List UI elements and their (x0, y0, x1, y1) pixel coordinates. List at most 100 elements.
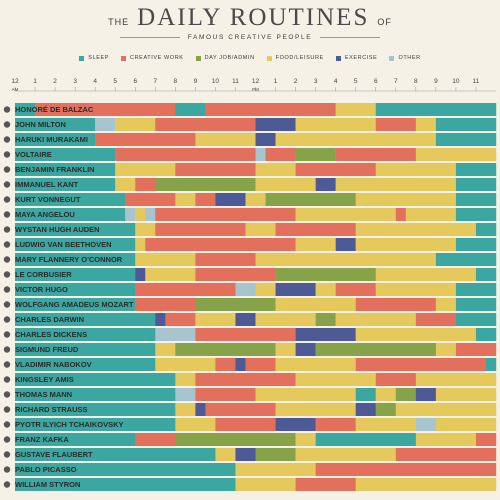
segment-sleep (15, 178, 116, 191)
tick-label: 3 (314, 78, 318, 85)
segment-sleep (15, 478, 236, 491)
tick-label: 8 (414, 78, 418, 85)
segment-sleep (15, 148, 116, 161)
segment-other (415, 418, 437, 431)
tick-label: 10 (452, 78, 460, 85)
segment-sleep (175, 103, 206, 116)
segment-creative (315, 463, 497, 476)
segment-food (175, 418, 216, 431)
segment-creative (375, 118, 417, 131)
segment-food (335, 313, 417, 326)
segment-food (355, 193, 457, 206)
legend-item-food: FOOD/LEISURE (266, 55, 324, 61)
row-info-icon (3, 241, 11, 248)
person-name: CHARLES DARWIN (15, 315, 84, 324)
tick-label: 3 (73, 78, 77, 85)
segment-food (375, 163, 457, 176)
legend-swatch-dayjob (195, 55, 201, 61)
person-name: WILLIAM STYRON (15, 480, 80, 489)
legend-label-sleep: SLEEP (88, 55, 110, 61)
segment-sleep (455, 208, 497, 221)
segment-creative (295, 478, 356, 491)
segment-dayjob (315, 313, 336, 326)
segment-creative (395, 448, 497, 461)
segment-dayjob (175, 433, 296, 446)
row-info-icon (3, 481, 11, 488)
segment-creative (215, 418, 276, 431)
segment-sleep (15, 193, 126, 206)
segment-food (395, 403, 497, 416)
segment-exercise (275, 418, 316, 431)
segment-sleep (15, 118, 96, 131)
person-name: KINGSLEY AMIS (15, 375, 74, 384)
segment-creative (375, 373, 417, 386)
segment-creative (195, 268, 276, 281)
segment-food (355, 238, 457, 251)
segment-food (235, 463, 316, 476)
segment-creative (335, 283, 376, 296)
person-name: MARY FLANNERY O'CONNOR (15, 255, 123, 264)
person-name: VOLTAIRE (15, 150, 52, 159)
legend-label-dayjob: DAY JOB/ADMIN (204, 55, 255, 61)
segment-food (235, 478, 296, 491)
segment-creative (195, 253, 256, 266)
segment-food (255, 313, 316, 326)
segment-dayjob (195, 298, 276, 311)
segment-exercise (235, 313, 256, 326)
segment-food (295, 208, 396, 221)
segment-food (315, 283, 336, 296)
tick-label: 6 (133, 78, 137, 85)
segment-creative (205, 103, 336, 116)
segment-sleep (15, 133, 96, 146)
segment-creative (95, 133, 196, 146)
row-info-icon (3, 286, 11, 293)
segment-food (275, 133, 437, 146)
am-label: AM (12, 87, 19, 92)
segment-creative (155, 223, 246, 236)
segment-food (135, 253, 196, 266)
tick-label: 6 (374, 78, 378, 85)
segment-creative (195, 373, 296, 386)
segment-food (295, 433, 316, 446)
tick-label: 7 (394, 78, 398, 85)
person-name: JOHN MILTON (15, 120, 66, 129)
tick-label: 8 (174, 78, 178, 85)
segment-exercise (295, 343, 316, 356)
tick-label: 10 (212, 78, 220, 85)
segment-sleep (15, 253, 136, 266)
segment-food (435, 343, 457, 356)
segment-food (295, 238, 336, 251)
person-name: IMMANUEL KANT (15, 180, 79, 189)
segment-creative (195, 193, 216, 206)
row-info-icon (3, 121, 11, 128)
segment-food (355, 328, 477, 341)
row-info-icon (3, 346, 11, 353)
row-info-icon (3, 211, 11, 218)
tick-label: 5 (113, 78, 117, 85)
segment-exercise (235, 448, 256, 461)
segment-food (255, 163, 296, 176)
segment-sleep (435, 253, 497, 266)
segment-dayjob (175, 343, 276, 356)
legend-label-exercise: EXERCISE (344, 55, 378, 61)
segment-food (355, 478, 497, 491)
segment-sleep (15, 433, 136, 446)
segment-creative (455, 343, 497, 356)
tick-label: 1 (274, 78, 278, 85)
segment-food (135, 238, 146, 251)
segment-food (195, 133, 256, 146)
segment-exercise (215, 193, 246, 206)
row-info-icon (3, 106, 11, 113)
segment-food (115, 163, 176, 176)
segment-food (155, 343, 176, 356)
row-info-icon (3, 391, 11, 398)
segment-creative (35, 103, 176, 116)
segment-other (255, 148, 266, 161)
tick-label: 12 (252, 78, 260, 85)
segment-creative (275, 223, 356, 236)
legend-swatch-sleep (79, 55, 85, 61)
segment-creative (315, 418, 356, 431)
segment-food (245, 193, 266, 206)
tick-label: 11 (473, 78, 480, 85)
segment-food (275, 403, 356, 416)
